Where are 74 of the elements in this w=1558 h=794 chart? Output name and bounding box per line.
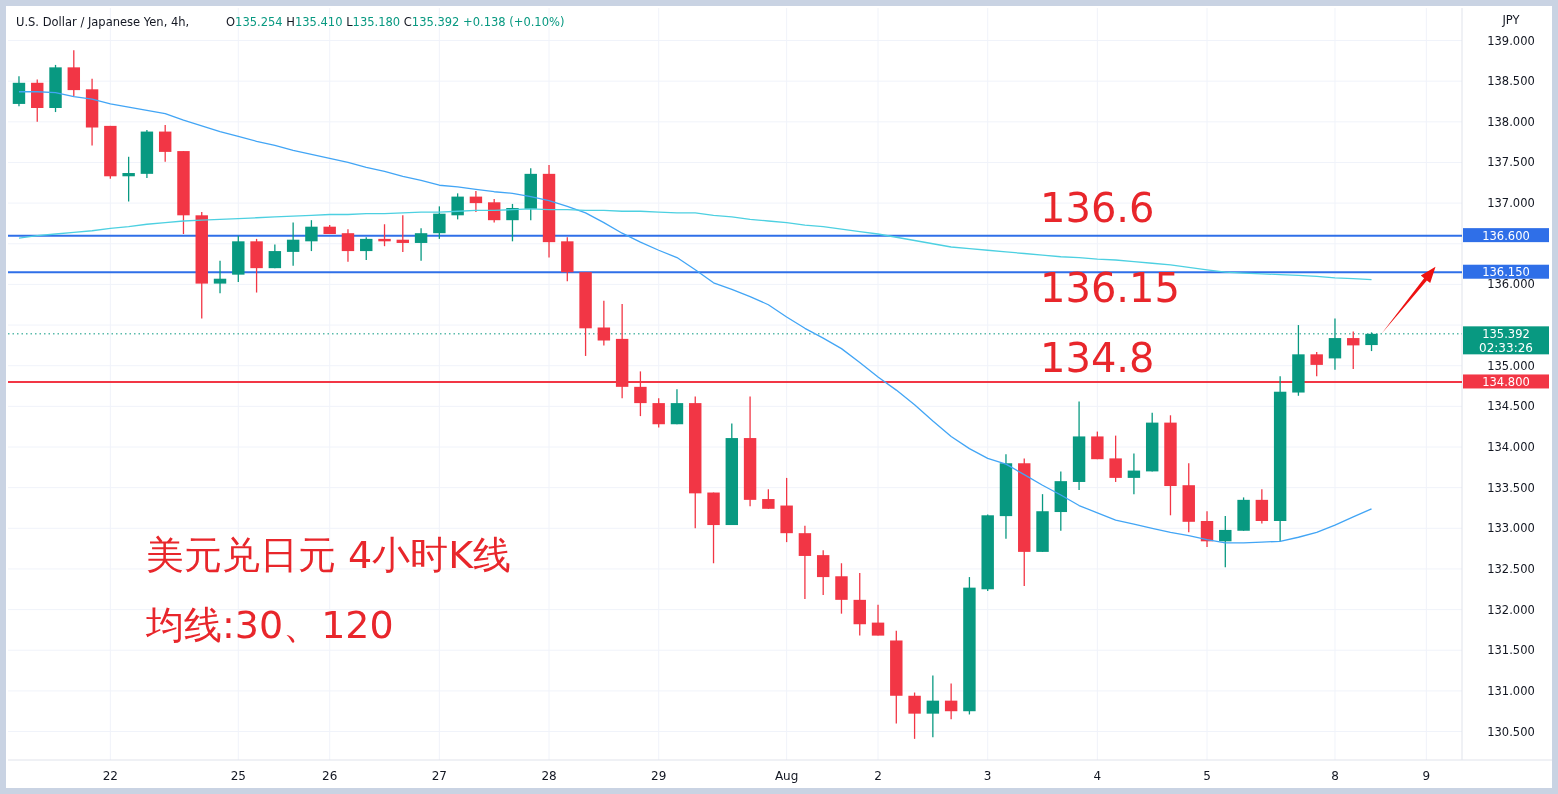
candlestick <box>1255 488 1269 525</box>
y-tick-label: 135.000 <box>1487 358 1535 373</box>
candlestick <box>908 691 921 740</box>
x-tick-label: 25 <box>230 769 246 783</box>
candlestick <box>1091 430 1104 460</box>
x-tick-label: 8 <box>1331 769 1339 783</box>
x-tick-label: 28 <box>541 769 557 783</box>
text: O135.254 H135.410 L135.180 C135.392 +0.138 (+0.10%) <box>226 15 565 29</box>
candlestick <box>158 124 172 163</box>
candlestick <box>798 525 812 600</box>
x-tick-label: 5 <box>1203 769 1211 783</box>
x-tick-label: 9 <box>1422 769 1431 783</box>
candlestick <box>1219 515 1232 568</box>
annotation: 136.15 <box>1040 265 1180 311</box>
y-tick-label: 136.000 <box>1487 277 1535 292</box>
candlestick <box>12 75 26 108</box>
y-tick-label: 132.000 <box>1487 602 1535 617</box>
y-tick-label: 134.500 <box>1487 399 1535 414</box>
candlestick <box>451 192 464 221</box>
text: 02:33:26 <box>1479 340 1533 355</box>
y-tick-label: 133.500 <box>1487 480 1535 495</box>
candlestick <box>213 260 227 294</box>
candlestick <box>286 221 300 267</box>
y-tick-label: 138.000 <box>1487 114 1535 129</box>
y-tick-label: 130.500 <box>1487 724 1535 739</box>
text: U.S. Dollar / Japanese Yen, 4h, <box>16 15 190 29</box>
candlestick <box>414 227 428 262</box>
x-tick-label: 27 <box>431 769 447 783</box>
y-tick-label: 132.500 <box>1487 561 1535 576</box>
candlestick <box>597 300 611 347</box>
candlestick <box>871 604 885 637</box>
candlestick <box>305 219 318 252</box>
annotation: 136.6 <box>1040 185 1155 231</box>
ref-line-label: 134.800 <box>1482 374 1530 389</box>
y-tick-label: 131.000 <box>1487 683 1535 698</box>
annotation: 均线:30、120 <box>145 603 394 647</box>
y-tick-label: 137.000 <box>1487 196 1535 211</box>
candlestick <box>944 682 958 720</box>
candlestick <box>1109 434 1122 483</box>
x-tick-label: 29 <box>651 769 667 783</box>
y-tick-label: 131.500 <box>1487 643 1535 658</box>
candlestick <box>506 203 519 242</box>
x-tick-label: 3 <box>983 769 992 783</box>
y-axis-title: JPY <box>1501 13 1521 27</box>
candlestick <box>926 674 940 738</box>
ref-line-label: 136.150 <box>1482 265 1530 280</box>
annotation: 134.8 <box>1040 335 1155 381</box>
ref-line-label: 135.392 <box>1482 326 1530 341</box>
x-tick-label: Aug <box>774 769 799 783</box>
annotation: 美元兑日元 4小时K线 <box>146 533 512 577</box>
candlestick <box>1347 330 1360 370</box>
candlestick <box>67 49 81 98</box>
candlestick <box>1310 351 1323 377</box>
x-tick-label: 22 <box>102 769 118 783</box>
y-tick-label: 139.000 <box>1487 33 1535 48</box>
x-tick-label: 4 <box>1093 769 1102 783</box>
candlestick <box>1127 452 1141 495</box>
candlestick <box>122 156 135 203</box>
y-tick-label: 138.500 <box>1487 74 1535 89</box>
candlestick <box>816 549 830 596</box>
candlestick <box>652 397 665 429</box>
y-tick-label: 134.000 <box>1487 440 1535 455</box>
candlestick <box>835 562 848 615</box>
candlestick <box>433 205 446 240</box>
y-tick-label: 133.000 <box>1487 521 1535 536</box>
x-tick-label: 2 <box>874 769 882 783</box>
candlestick <box>341 228 355 263</box>
y-tick-label: 137.500 <box>1487 155 1535 170</box>
x-tick-label: 26 <box>322 769 338 783</box>
ref-line-label: 136.600 <box>1482 228 1530 243</box>
candlestick <box>762 488 775 510</box>
candlestick <box>360 236 373 261</box>
candlestick <box>670 388 684 425</box>
candlestick <box>396 214 410 253</box>
